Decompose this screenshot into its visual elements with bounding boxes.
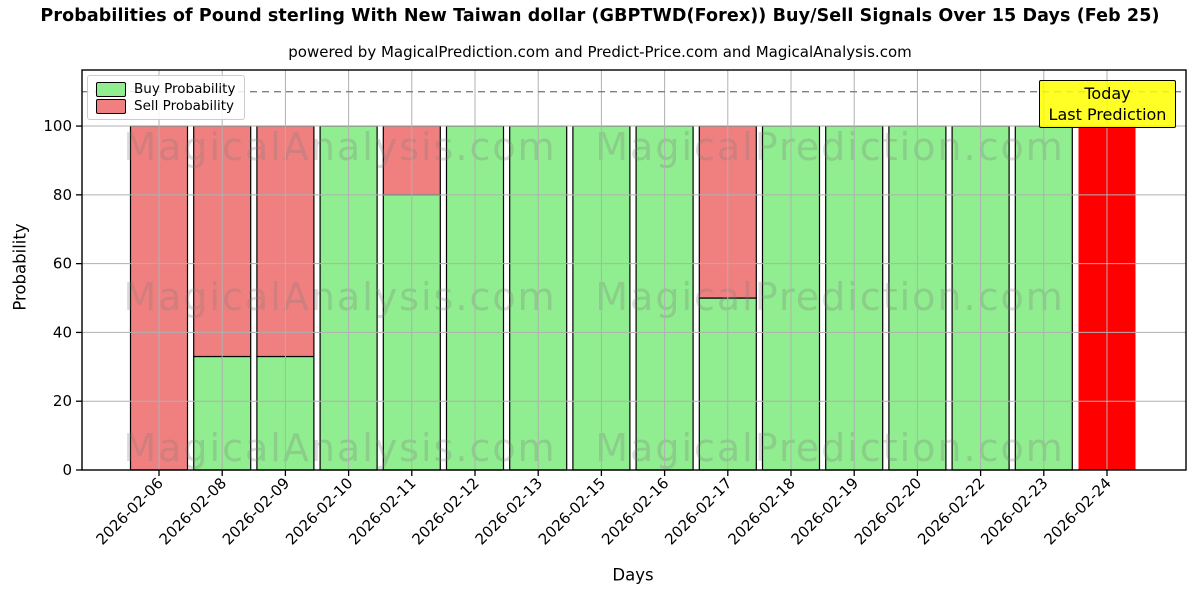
x-tick-label: 2026-02-12 [408,474,482,548]
watermark-text: MagicalPrediction.com [595,426,1065,470]
watermark-text: MagicalPrediction.com [595,275,1065,319]
x-tick-label: 2026-02-19 [788,474,862,548]
legend-item-sell: Sell Probability [96,98,236,114]
watermark-text: MagicalPrediction.com [595,125,1065,169]
axis-frame [81,69,1187,471]
x-tick-label: 2026-02-16 [598,474,672,548]
x-tick-label: 2026-02-10 [282,474,356,548]
x-axis-title: Days [612,565,654,585]
y-tick-label: 80 [53,186,72,204]
legend-label-buy: Buy Probability [134,81,236,97]
buy-swatch-icon [96,81,126,97]
today-annotation: Today Last Prediction [1039,80,1176,128]
x-tick-label: 2026-02-15 [535,474,609,548]
legend-label-sell: Sell Probability [134,98,235,114]
x-tick-label: 2026-02-17 [661,474,735,548]
y-axis-title: Probability [10,223,30,311]
legend: Buy Probability Sell Probability [87,75,245,120]
watermark-text: MagicalAnalysis.com [123,426,556,470]
chart-title: Probabilities of Pound sterling With New… [40,6,1160,26]
x-tick-label: 2026-02-23 [977,474,1051,548]
x-tick-label: 2026-02-24 [1040,474,1114,548]
chart-subtitle: powered by MagicalPrediction.com and Pre… [288,43,912,61]
today-annotation-line1: Today [1084,84,1131,103]
x-tick-label: 2026-02-22 [914,474,988,548]
x-tick-label: 2026-02-06 [92,474,166,548]
legend-item-buy: Buy Probability [96,81,236,97]
x-tick-label: 2026-02-11 [345,474,419,548]
watermark-text: MagicalAnalysis.com [123,125,556,169]
x-tick-label: 2026-02-18 [724,474,798,548]
y-tick-label: 60 [53,255,72,273]
y-tick-label: 100 [43,117,72,135]
y-tick-label: 40 [53,323,72,341]
sell-swatch-icon [96,98,126,114]
x-tick-label: 2026-02-20 [851,474,925,548]
y-tick-label: 20 [53,392,72,410]
x-tick-label: 2026-02-08 [156,474,230,548]
watermark-text: MagicalAnalysis.com [123,275,556,319]
x-tick-label: 2026-02-13 [472,474,546,548]
y-tick-label: 0 [62,461,72,479]
today-annotation-line2: Last Prediction [1048,105,1167,124]
x-tick-label: 2026-02-09 [219,474,293,548]
